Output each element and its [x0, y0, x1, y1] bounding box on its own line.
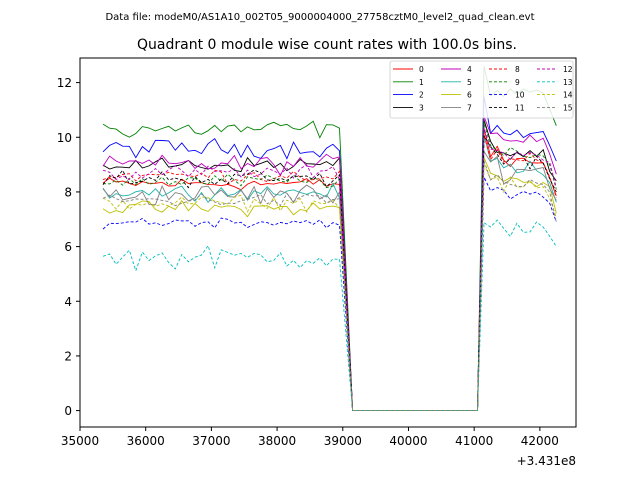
legend-label-7: 7 — [467, 103, 472, 112]
series-line-8 — [102, 134, 557, 412]
legend-label-8: 8 — [515, 65, 520, 74]
y-tick-label-8: 8 — [64, 185, 72, 199]
legend-label-11: 11 — [515, 103, 525, 112]
legend-label-15: 15 — [563, 103, 573, 112]
x-tick-label-37000: 37000 — [192, 434, 230, 448]
series-line-10 — [102, 176, 557, 412]
chart-title: Quadrant 0 module wise count rates with … — [137, 37, 517, 53]
axes-frame — [79, 57, 577, 428]
y-axis: 0 2 4 6 8 10 12 — [57, 76, 80, 418]
y-tick-label-6: 6 — [64, 240, 72, 254]
legend-label-12: 12 — [563, 65, 573, 74]
series-line-11 — [102, 134, 557, 412]
series-line-14 — [102, 164, 557, 412]
x-axis: 35000 36000 37000 38000 39000 40000 41000 42000 — [61, 427, 559, 448]
x-tick-label-36000: 36000 — [127, 434, 165, 448]
y-tick-label-0: 0 — [64, 404, 72, 418]
series-line-9 — [102, 122, 557, 412]
x-tick-label-41000: 41000 — [455, 434, 493, 448]
series-line-0 — [102, 127, 557, 412]
x-offset-label: +3.431e8 — [517, 454, 576, 468]
legend-label-4: 4 — [467, 65, 472, 74]
legend-box — [389, 60, 574, 119]
legend-label-3: 3 — [419, 103, 424, 112]
legend-label-6: 6 — [467, 91, 472, 100]
legend-label-14: 14 — [563, 91, 573, 100]
legend-label-5: 5 — [467, 78, 472, 87]
y-tick-label-4: 4 — [64, 295, 72, 309]
x-tick-label-38000: 38000 — [258, 434, 296, 448]
x-tick-label-42000: 42000 — [521, 434, 559, 448]
legend-label-2: 2 — [419, 91, 424, 100]
series-line-12 — [102, 127, 557, 412]
x-tick-label-35000: 35000 — [61, 434, 99, 448]
legend-label-13: 13 — [563, 78, 573, 87]
legend-label-9: 9 — [515, 78, 520, 87]
series-line-5 — [102, 134, 557, 412]
series-line-13 — [102, 219, 557, 412]
y-tick-label-12: 12 — [57, 76, 72, 90]
x-tick-label-40000: 40000 — [389, 434, 427, 448]
legend-label-10: 10 — [515, 91, 525, 100]
series-line-15 — [102, 160, 557, 412]
legend-label-0: 0 — [419, 65, 424, 74]
series-lines — [102, 65, 557, 412]
datafile-label: Data file: modeM0/AS1A10_002T05_90000040… — [105, 12, 534, 23]
y-tick-label-10: 10 — [57, 131, 72, 145]
legend-label-1: 1 — [419, 78, 424, 87]
series-line-4 — [102, 116, 557, 412]
y-tick-label-2: 2 — [64, 349, 72, 363]
series-line-6 — [102, 157, 557, 412]
x-tick-label-39000: 39000 — [324, 434, 362, 448]
